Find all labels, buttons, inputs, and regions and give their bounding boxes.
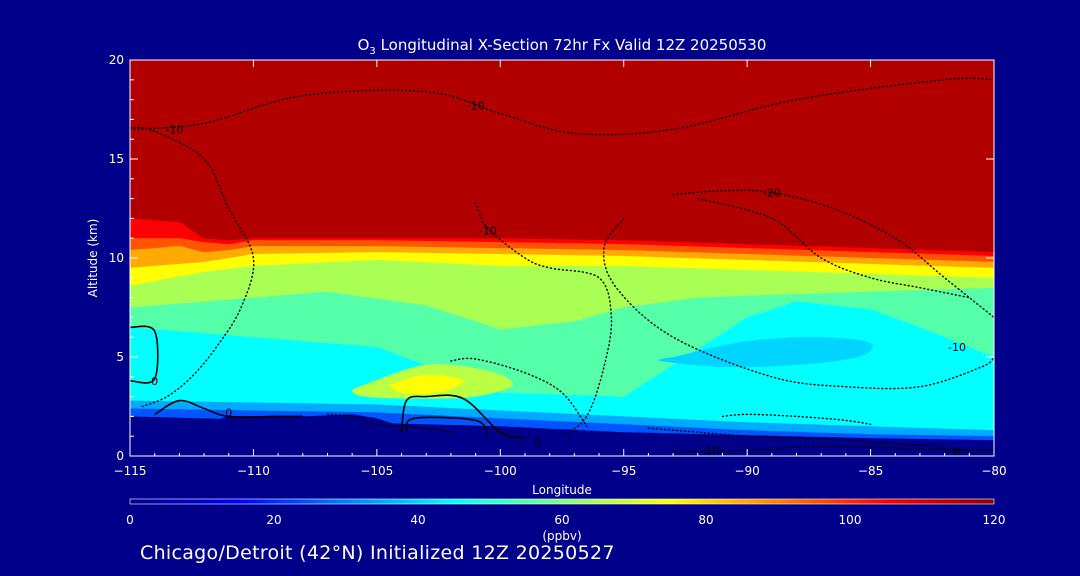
x-tick-label: −105: [360, 464, 393, 478]
colorbar-unit-label: (ppbv): [542, 529, 581, 543]
y-tick-label: 20: [109, 53, 124, 67]
x-tick-label: −85: [858, 464, 883, 478]
colorbar-tick-label: 40: [410, 513, 425, 527]
ozone-pocket: [290, 305, 377, 329]
contour-line: [672, 445, 994, 453]
y-axis-label: Altitude (km): [86, 219, 100, 298]
colorbar-gradient: [129, 498, 995, 505]
y-tick-label: 10: [109, 251, 124, 265]
contour-label: -10: [165, 123, 183, 136]
contour-label: -10: [948, 341, 966, 354]
colorbar-tick-label: 20: [266, 513, 281, 527]
y-tick-label: 5: [116, 350, 124, 364]
y-tick-label: 0: [116, 449, 124, 463]
contour-line: [400, 394, 526, 439]
colorbar-tick-label: 100: [839, 513, 862, 527]
contour-line: [697, 197, 970, 299]
contour-label: 0: [151, 375, 158, 388]
contour-line: [130, 126, 255, 408]
y-tick-label: 15: [109, 152, 124, 166]
colorbar: [129, 498, 995, 505]
colorbar-tick-label: 80: [698, 513, 713, 527]
contour-label: -10: [479, 224, 497, 237]
contour-label: 0: [534, 436, 541, 449]
chart-title: O3 Longitudinal X-Section 72hr Fx Valid …: [358, 36, 767, 57]
x-axis-label: Longitude: [532, 483, 592, 497]
contour-label: -20: [763, 187, 781, 200]
contour-line: [130, 77, 994, 136]
ozone-pocket: [658, 337, 873, 368]
contour-line: [130, 325, 159, 384]
ozone-pocket: [389, 374, 464, 394]
contour-line: [450, 357, 588, 427]
contour-line: [721, 413, 872, 425]
terrain-mask: [130, 414, 994, 456]
x-tick-label: −100: [484, 464, 517, 478]
colorbar-ticks: 0 20 40 60 80 100 120: [126, 513, 1005, 527]
contour-line: [154, 399, 303, 418]
contour-line: [405, 416, 489, 437]
y-axis: 0 5 10 15 20: [109, 53, 994, 463]
colorbar-tick-label: 120: [983, 513, 1006, 527]
x-tick-label: −90: [734, 464, 759, 478]
x-tick-label: −115: [114, 464, 147, 478]
ozone-concentration-field: [130, 60, 994, 456]
contour-label: -10: [701, 444, 719, 457]
contour-label: 0: [953, 446, 960, 459]
colorbar-tick-label: 60: [554, 513, 569, 527]
contour-line: [602, 217, 994, 390]
x-axis: −115 −110 −105 −100 −95 −90 −85 −80: [114, 60, 1007, 478]
surface-terrain: [130, 414, 994, 456]
contour-line: [943, 449, 983, 453]
ozone-pockets: [290, 305, 873, 399]
run-info-footer: Chicago/Detroit (42°N) Initialized 12Z 2…: [140, 542, 615, 564]
contour-label: -10: [467, 100, 485, 113]
x-tick-label: −110: [237, 464, 270, 478]
x-tick-label: −80: [981, 464, 1006, 478]
contour-line: [647, 427, 946, 447]
contour-line: [672, 189, 994, 319]
contour-line: [474, 201, 613, 437]
anomaly-contours: 0 0 0 -10 -10 -10 -10 -10 -20 0: [130, 77, 994, 459]
contour-label: 0: [225, 406, 232, 419]
contour-line: [326, 413, 452, 433]
x-tick-label: −95: [611, 464, 636, 478]
colorbar-tick-label: 0: [126, 513, 134, 527]
